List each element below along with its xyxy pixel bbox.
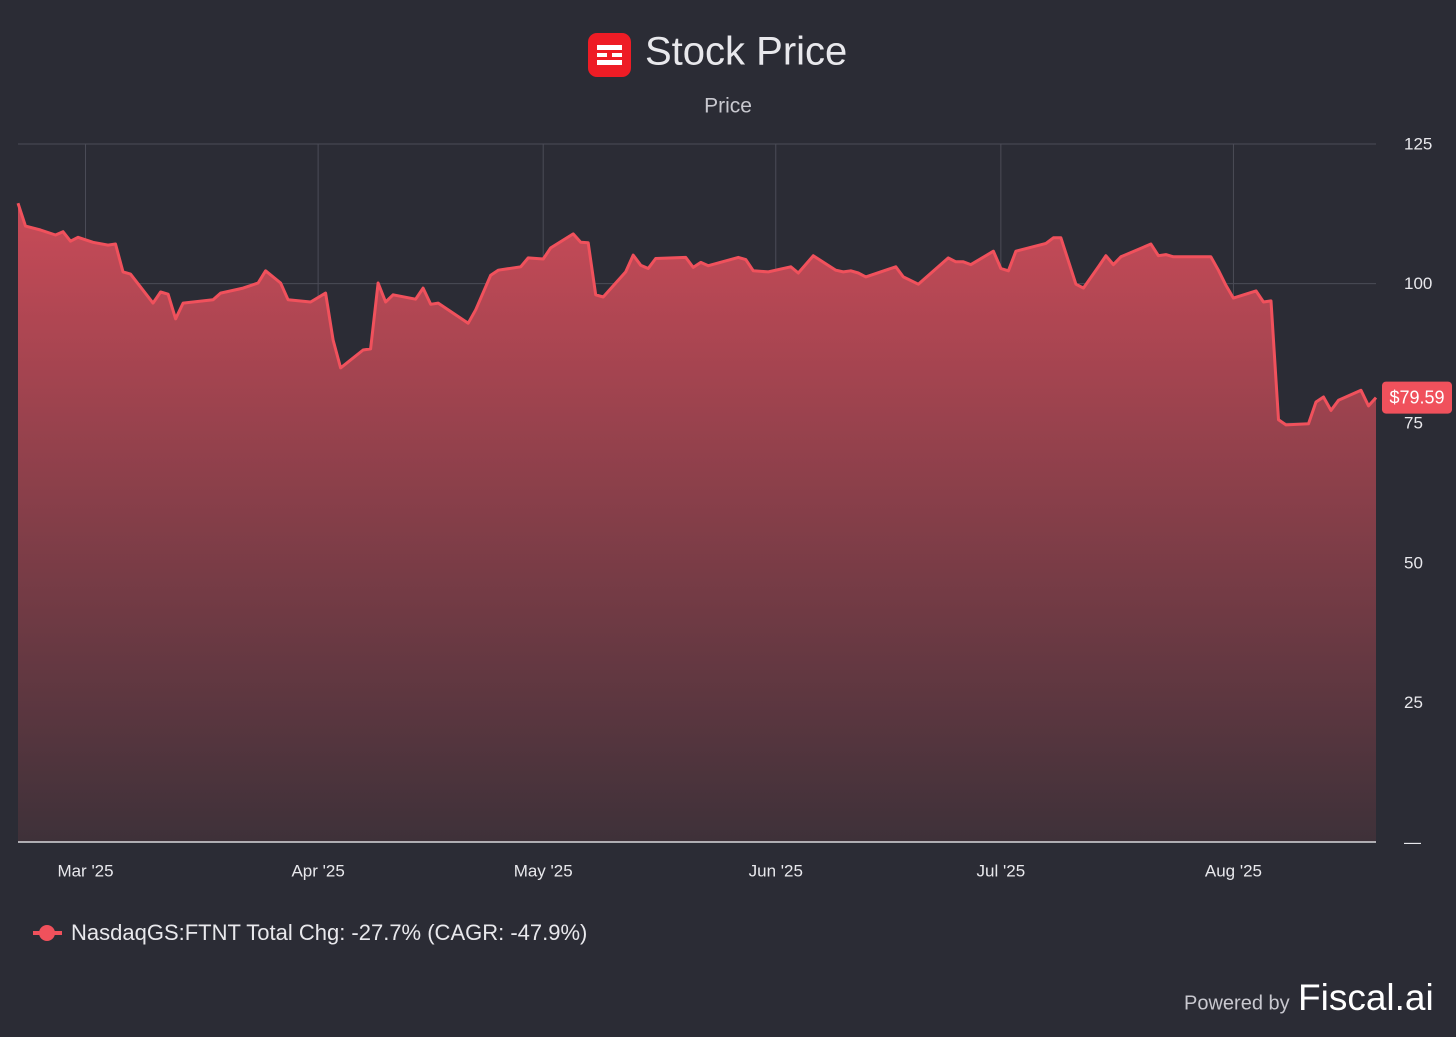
x-tick-label: May '25: [514, 861, 573, 880]
y-tick-label: 75: [1404, 414, 1423, 433]
x-tick-label: Jun '25: [749, 861, 803, 880]
x-tick-label: Mar '25: [57, 861, 113, 880]
x-tick-label: Jul '25: [977, 861, 1026, 880]
last-price-flag: [1382, 381, 1452, 414]
x-tick-label: Aug '25: [1205, 861, 1262, 880]
y-tick-label: 100: [1404, 274, 1432, 293]
powered-by: Powered by: [1184, 992, 1290, 1014]
chart-title: Stock Price: [645, 30, 847, 74]
last-price-label: $79.59: [1389, 387, 1444, 407]
x-tick-label: Apr '25: [291, 861, 344, 880]
legend-label: NasdaqGS:FTNT Total Chg: -27.7% (CAGR: -…: [71, 920, 587, 945]
plot-area: — 25 50 75 100 125 Mar '25 Apr '25 May '25 Jun '2…: [16, 134, 1452, 945]
logo-icon: [588, 33, 631, 77]
y-tick-label: —: [1404, 832, 1421, 851]
brand: Fiscal.ai: [1298, 977, 1434, 1018]
y-tick-label: 50: [1404, 553, 1423, 572]
y-tick-label: 25: [1404, 693, 1423, 712]
area: [18, 203, 1376, 842]
chart-subtitle: Price: [704, 95, 752, 118]
y-tick-label: 125: [1404, 134, 1432, 153]
legend-marker: [39, 925, 55, 941]
line: [16, 202, 1378, 427]
